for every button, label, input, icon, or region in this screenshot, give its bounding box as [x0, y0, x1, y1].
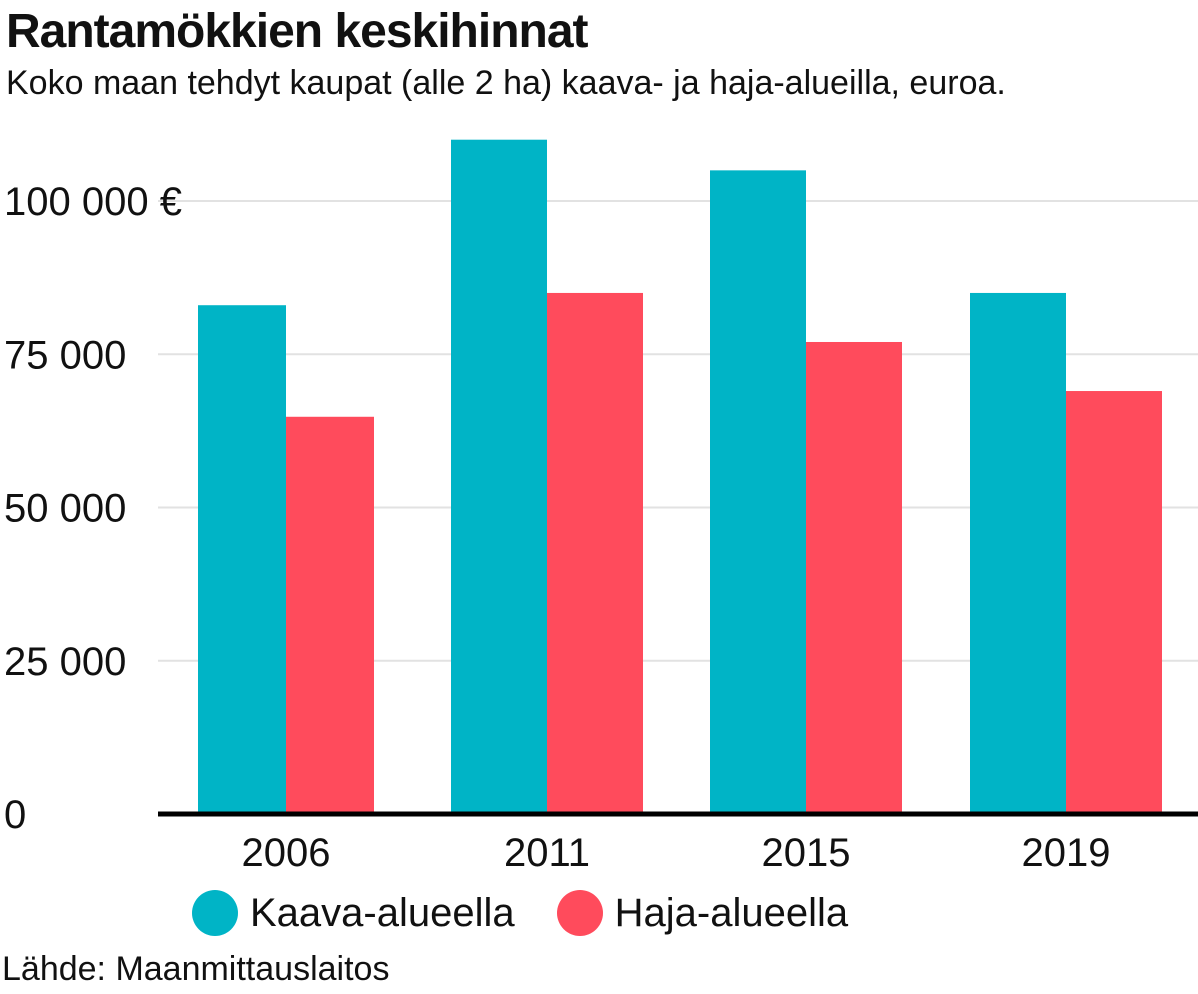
legend-item-haja: Haja-alueella — [556, 890, 849, 936]
legend: Kaava-alueella Haja-alueella — [192, 890, 890, 936]
x-tick-label: 2011 — [504, 831, 590, 875]
x-tick-label: 2019 — [1022, 831, 1111, 875]
source-note: Lähde: Maanmittauslaitos — [2, 950, 390, 988]
bar-chart: 0 25 000 50 000 75 000 100 000 € 2006 2011 2015… — [4, 139, 1198, 875]
legend-item-kaava: Kaava-alueella — [192, 890, 515, 936]
y-tick-label: 25 000 — [4, 640, 126, 684]
y-tick-label: 100 000 € — [4, 180, 182, 224]
chart-title: Rantamökkien keskihinnat — [6, 5, 589, 58]
legend-label-kaava: Kaava-alueella — [250, 890, 515, 935]
bars — [198, 139, 1162, 815]
legend-swatch-kaava — [192, 890, 238, 936]
bar-kaava-alueella-2015 — [710, 170, 806, 815]
bar-haja-alueella-2015 — [806, 341, 902, 814]
x-tick-label: 2015 — [762, 831, 851, 875]
chart-subtitle: Koko maan tehdyt kaupat (alle 2 ha) kaav… — [6, 64, 1006, 102]
bar-kaava-alueella-2006 — [198, 305, 286, 814]
bar-haja-alueella-2011 — [547, 292, 643, 814]
y-tick-label: 0 — [4, 793, 26, 837]
bar-kaava-alueella-2011 — [451, 139, 547, 814]
bar-haja-alueella-2019 — [1066, 391, 1162, 814]
bar-kaava-alueella-2019 — [970, 292, 1066, 814]
axes: 0 25 000 50 000 75 000 100 000 € 2006 2011 2015… — [4, 180, 1198, 875]
legend-label-haja: Haja-alueella — [614, 890, 849, 935]
y-tick-label: 50 000 — [4, 487, 126, 531]
y-tick-label: 75 000 — [4, 333, 126, 377]
legend-swatch-haja — [556, 890, 603, 936]
bar-haja-alueella-2006 — [286, 416, 374, 814]
x-tick-label: 2006 — [242, 831, 331, 875]
